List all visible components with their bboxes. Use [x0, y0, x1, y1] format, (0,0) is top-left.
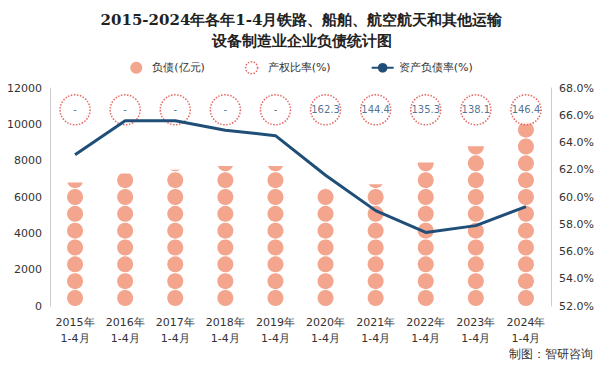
- svg-text:制图：智研咨询: 制图：智研咨询: [509, 347, 593, 361]
- svg-text:-: -: [274, 104, 278, 115]
- svg-text:1-4月: 1-4月: [61, 332, 90, 345]
- svg-text:-: -: [123, 104, 127, 115]
- svg-text:-: -: [224, 104, 228, 115]
- svg-text:2015-2024年各年1-4月铁路、船舶、航空航天和其他运: 2015-2024年各年1-4月铁路、船舶、航空航天和其他运输: [101, 11, 504, 29]
- svg-text:138.1: 138.1: [462, 104, 491, 115]
- svg-text:1-4月: 1-4月: [211, 332, 240, 345]
- svg-text:54.0%: 54.0%: [559, 272, 594, 285]
- svg-text:4000: 4000: [14, 227, 42, 240]
- svg-text:1-4月: 1-4月: [261, 332, 290, 345]
- svg-text:144.4: 144.4: [361, 104, 390, 115]
- svg-text:6000: 6000: [14, 191, 42, 204]
- svg-text:1-4月: 1-4月: [411, 332, 440, 345]
- svg-text:2015年: 2015年: [56, 316, 95, 329]
- svg-text:1-4月: 1-4月: [511, 332, 540, 345]
- svg-text:1-4月: 1-4月: [461, 332, 490, 345]
- svg-text:资产负债率(%): 资产负债率(%): [399, 61, 473, 74]
- svg-text:64.0%: 64.0%: [559, 136, 594, 149]
- svg-text:68.0%: 68.0%: [559, 82, 594, 95]
- svg-text:2021年: 2021年: [356, 316, 395, 329]
- svg-text:2016年: 2016年: [106, 316, 145, 329]
- svg-text:2023年: 2023年: [456, 316, 495, 329]
- svg-text:2018年: 2018年: [206, 316, 245, 329]
- svg-text:10000: 10000: [7, 118, 42, 131]
- svg-text:-: -: [173, 104, 177, 115]
- svg-text:设备制造业企业负债统计图: 设备制造业企业负债统计图: [211, 32, 392, 50]
- svg-text:146.4: 146.4: [512, 104, 541, 115]
- svg-text:162.3: 162.3: [311, 104, 340, 115]
- svg-text:2017年: 2017年: [156, 316, 195, 329]
- svg-text:产权比率(%): 产权比率(%): [268, 61, 331, 74]
- svg-text:2024年: 2024年: [506, 316, 545, 329]
- svg-text:-: -: [73, 104, 77, 115]
- svg-text:62.0%: 62.0%: [559, 163, 594, 176]
- svg-text:负债(亿元): 负债(亿元): [152, 61, 205, 74]
- svg-text:135.3: 135.3: [411, 104, 440, 115]
- svg-text:1-4月: 1-4月: [161, 332, 190, 345]
- svg-text:56.0%: 56.0%: [559, 245, 594, 258]
- svg-text:2019年: 2019年: [256, 316, 295, 329]
- svg-text:8000: 8000: [14, 154, 42, 167]
- svg-text:2022年: 2022年: [406, 316, 445, 329]
- svg-text:1-4月: 1-4月: [311, 332, 340, 345]
- svg-text:1-4月: 1-4月: [111, 332, 140, 345]
- svg-text:1-4月: 1-4月: [361, 332, 390, 345]
- svg-text:52.0%: 52.0%: [559, 300, 594, 313]
- svg-text:12000: 12000: [7, 82, 42, 95]
- svg-text:58.0%: 58.0%: [559, 218, 594, 231]
- svg-text:66.0%: 66.0%: [559, 109, 594, 122]
- svg-text:60.0%: 60.0%: [559, 191, 594, 204]
- svg-text:0: 0: [35, 300, 42, 313]
- svg-text:2020年: 2020年: [306, 316, 345, 329]
- svg-text:2000: 2000: [14, 263, 42, 276]
